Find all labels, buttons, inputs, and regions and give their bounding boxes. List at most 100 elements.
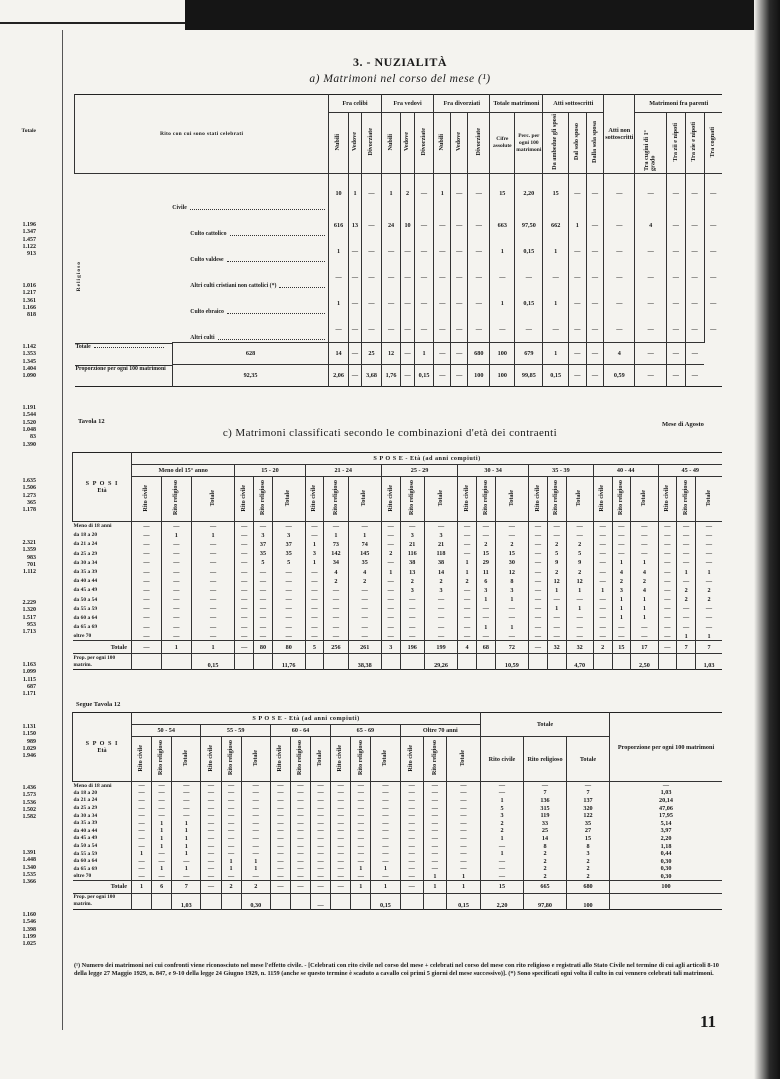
margin-number: 687 bbox=[27, 683, 36, 690]
cell: 5 bbox=[271, 558, 306, 568]
cell: — bbox=[380, 622, 401, 632]
cell: 7 bbox=[676, 640, 696, 654]
data-row: Meno di 18 anni — — — — — — — — — — — — — — — — — — — bbox=[73, 781, 722, 790]
cell bbox=[220, 892, 242, 910]
cell: — bbox=[269, 811, 291, 820]
margin-number: 1.163 bbox=[22, 662, 37, 668]
cell: 3 bbox=[399, 530, 425, 540]
data-row: da 60 a 64— — — — — — — — — — — — — — — — — — —1 1— — — bbox=[73, 613, 722, 623]
cell: — bbox=[160, 613, 192, 623]
cell: 1 bbox=[494, 622, 529, 632]
cell: — bbox=[310, 781, 331, 790]
cell: — bbox=[695, 613, 722, 623]
cell: — bbox=[350, 842, 371, 850]
cell: — bbox=[380, 238, 401, 264]
column-header: Totale bbox=[695, 476, 722, 522]
group-header: Meno del 15° anno bbox=[130, 464, 235, 477]
cell: 0,15 bbox=[190, 653, 235, 670]
column-header-text: Divorziate bbox=[474, 128, 482, 156]
cell bbox=[160, 653, 192, 670]
cell: 1 bbox=[190, 640, 235, 654]
cell: — bbox=[271, 585, 306, 595]
cell bbox=[399, 892, 424, 910]
cell: — bbox=[528, 595, 548, 605]
column-header-text: Totale bbox=[360, 489, 368, 507]
cell: 100 bbox=[566, 892, 610, 910]
cell: — bbox=[310, 857, 331, 866]
group-header: Proporzione per ogni 100 matrimoni bbox=[609, 712, 722, 782]
cell: — bbox=[304, 595, 324, 605]
cell: — bbox=[130, 827, 152, 835]
column-header-text: Rito civile bbox=[407, 744, 415, 772]
cell: — bbox=[657, 576, 677, 586]
margin-number: 1.178 bbox=[22, 507, 37, 514]
cell: — bbox=[131, 549, 162, 559]
cell: — bbox=[592, 567, 613, 577]
cell: 21 bbox=[399, 539, 425, 550]
cell: 1 bbox=[494, 595, 529, 605]
cell: — bbox=[666, 364, 686, 387]
cell: 2 bbox=[566, 872, 610, 881]
cell: — bbox=[130, 789, 152, 797]
data-row: da 55 a 59 1—1— — — — — — — — — — — —1 2 3 0,44 bbox=[73, 849, 722, 858]
cell: — bbox=[592, 539, 613, 550]
column-header-text: Rito civile bbox=[533, 484, 541, 512]
cell: 137 bbox=[566, 796, 610, 805]
cell: — bbox=[289, 804, 311, 812]
cell: — bbox=[528, 631, 548, 641]
cell: — bbox=[546, 595, 567, 605]
cell: — bbox=[330, 827, 351, 835]
cell: 2 bbox=[695, 585, 722, 595]
cell: 5 bbox=[480, 804, 524, 812]
cell: — bbox=[630, 631, 659, 641]
cell: — bbox=[240, 834, 271, 843]
cell: — bbox=[370, 796, 401, 805]
cell: — bbox=[592, 530, 613, 540]
cell: 38 bbox=[423, 558, 458, 568]
row-label: da 60 a 64 bbox=[73, 858, 98, 865]
cell: — bbox=[380, 604, 401, 614]
cell: — bbox=[422, 849, 447, 858]
cell: — bbox=[310, 804, 331, 812]
cell: — bbox=[240, 849, 271, 858]
cell: — bbox=[657, 631, 677, 641]
cell: 2 bbox=[423, 576, 458, 586]
cell: 1 bbox=[565, 585, 594, 595]
cell: — bbox=[310, 827, 331, 835]
margin-rule bbox=[62, 30, 63, 1030]
cell: — bbox=[703, 238, 722, 264]
cell: — bbox=[603, 238, 635, 264]
cell: 38,38 bbox=[347, 653, 382, 670]
cell: — bbox=[457, 595, 477, 605]
cell: 2 bbox=[494, 539, 529, 550]
cell: — bbox=[480, 857, 524, 866]
cell: 99,85 bbox=[514, 364, 543, 387]
cell: — bbox=[330, 842, 351, 850]
cell: — bbox=[609, 781, 722, 790]
margin-number: 1.635 bbox=[22, 478, 37, 484]
cell: 4 bbox=[630, 567, 659, 577]
cell: 1 bbox=[695, 631, 722, 641]
cell: — bbox=[422, 857, 447, 866]
cell: 1 bbox=[695, 567, 722, 577]
cell: — bbox=[370, 827, 401, 835]
cell: 2 bbox=[400, 173, 415, 212]
cell: 136 bbox=[523, 796, 567, 805]
cell: — bbox=[347, 342, 362, 365]
cell: — bbox=[413, 264, 434, 290]
column-header: Vedove bbox=[400, 112, 415, 174]
cell: — bbox=[585, 212, 604, 238]
cell: — bbox=[304, 604, 324, 614]
cell: — bbox=[450, 212, 468, 238]
cell: — bbox=[380, 521, 401, 531]
cell: — bbox=[347, 238, 362, 264]
column-header-text: Rito civile bbox=[142, 484, 150, 512]
cell: — bbox=[422, 804, 447, 812]
cell: — bbox=[323, 622, 349, 632]
cell: 680 bbox=[566, 879, 610, 894]
cell: — bbox=[370, 834, 401, 843]
cell: — bbox=[446, 857, 481, 866]
cell: — bbox=[684, 290, 704, 316]
cell: 628 bbox=[171, 342, 329, 365]
cell: — bbox=[676, 576, 696, 586]
